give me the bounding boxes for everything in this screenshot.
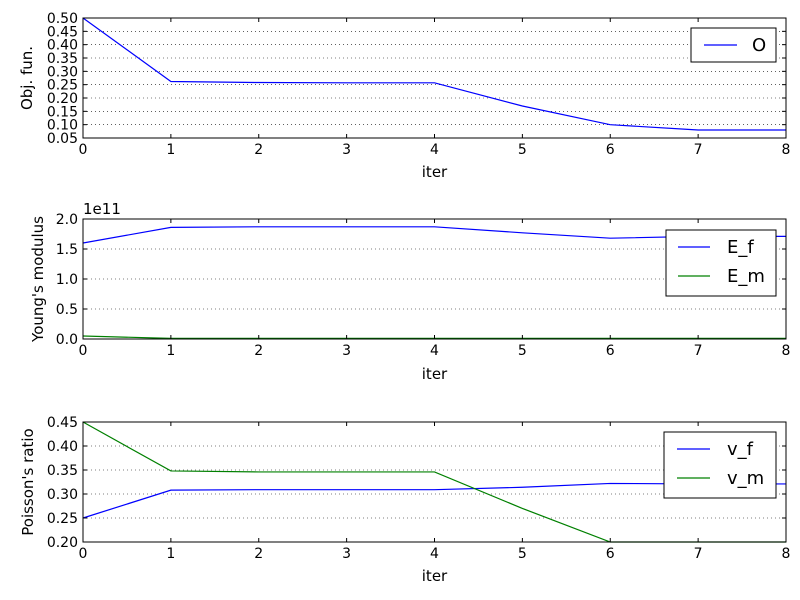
x-tick-label: 4 (430, 343, 439, 359)
y-tick-label: 0.35 (47, 463, 78, 479)
y-offset-text: 1e11 (83, 200, 121, 218)
x-tick-label: 1 (166, 546, 175, 562)
series-line-o (82, 17, 786, 131)
y-axis-label: Poisson's ratio (19, 428, 37, 535)
legend: E_f E_m (665, 229, 777, 297)
legend-label: E_m (727, 266, 765, 287)
x-tick-label: 6 (606, 343, 615, 359)
y-tick-label: 0.40 (47, 38, 78, 54)
y-tick-label: 0.50 (47, 11, 78, 27)
x-tick-label: 3 (342, 343, 351, 359)
x-tick-label: 8 (782, 546, 791, 562)
y-tick-label: 0.35 (47, 51, 78, 67)
y-axis-label: Young's modulus (29, 216, 47, 343)
x-tick-label: 1 (166, 343, 175, 359)
x-tick-label: 5 (518, 546, 527, 562)
x-tick-label: 3 (342, 142, 351, 158)
y-tick-label: 0.30 (47, 487, 78, 503)
plot-frame (82, 17, 787, 139)
subplot-3: 0 1 2 3 4 5 6 7 8 0.20 0.25 0.30 0.35 0.40 0.45 iter Poi… (19, 415, 790, 585)
y-tick-label: 0.25 (47, 511, 78, 527)
y-tick-label: 1.5 (56, 242, 78, 258)
x-tick-label: 5 (518, 343, 527, 359)
y-tick-label: 0.0 (56, 332, 78, 348)
y-tick-label: 0.45 (47, 24, 78, 40)
legend-label: v_f (727, 439, 754, 460)
x-tick-label: 7 (694, 142, 703, 158)
y-tick-label: 0.20 (47, 91, 78, 107)
y-tick-label: 2.0 (56, 212, 78, 228)
x-tick-label: 2 (254, 343, 263, 359)
x-tick-label: 4 (430, 142, 439, 158)
y-tick-label: 0.10 (47, 118, 78, 134)
x-axis-label: iter (422, 567, 448, 585)
legend-box (665, 229, 777, 297)
legend-label: v_m (727, 468, 764, 489)
y-tick-label: 0.30 (47, 64, 78, 80)
x-tick-label: 0 (79, 343, 88, 359)
x-tick-label: 2 (254, 142, 263, 158)
y-axis-label: Obj. fun. (18, 46, 36, 110)
subplot-1: 0 1 2 3 4 5 6 7 80.050.100.150.200.250.300.350.4… (18, 11, 790, 181)
x-tick-label: 7 (694, 546, 703, 562)
legend-box (663, 431, 777, 499)
x-tick-label: 6 (606, 546, 615, 562)
y-tick-label: 0.05 (47, 131, 78, 147)
y-tick-label: 0.40 (47, 439, 78, 455)
x-tick-label: 4 (430, 546, 439, 562)
x-axis-label: iter (422, 365, 448, 383)
legend: O (690, 27, 777, 63)
x-tick-label: 5 (518, 142, 527, 158)
x-tick-label: 2 (254, 546, 263, 562)
y-tick-label: 0.5 (56, 302, 78, 318)
y-tick-label: 0.15 (47, 104, 78, 120)
x-tick-label: 0 (79, 142, 88, 158)
x-tick-label: 3 (342, 546, 351, 562)
subplot-2: 0 1 2 3 4 5 6 7 8 0.0 0.5 1.0 1.5 2.0 1e11 iter Young's … (29, 200, 790, 383)
y-tick-label: 0.25 (47, 78, 78, 94)
x-tick-label: 7 (694, 343, 703, 359)
x-tick-label: 0 (79, 546, 88, 562)
x-tick-label: 8 (782, 142, 791, 158)
legend: v_f v_m (663, 431, 777, 499)
x-axis-label: iter (422, 163, 448, 181)
x-tick-label: 6 (606, 142, 615, 158)
x-tick-label: 8 (782, 343, 791, 359)
x-tick-label: 1 (166, 142, 175, 158)
y-tick-label: 1.0 (56, 272, 78, 288)
legend-label: E_f (727, 237, 754, 258)
y-tick-label: 0.45 (47, 415, 78, 431)
y-tick-label: 0.20 (47, 535, 78, 551)
legend-label: O (752, 35, 766, 56)
